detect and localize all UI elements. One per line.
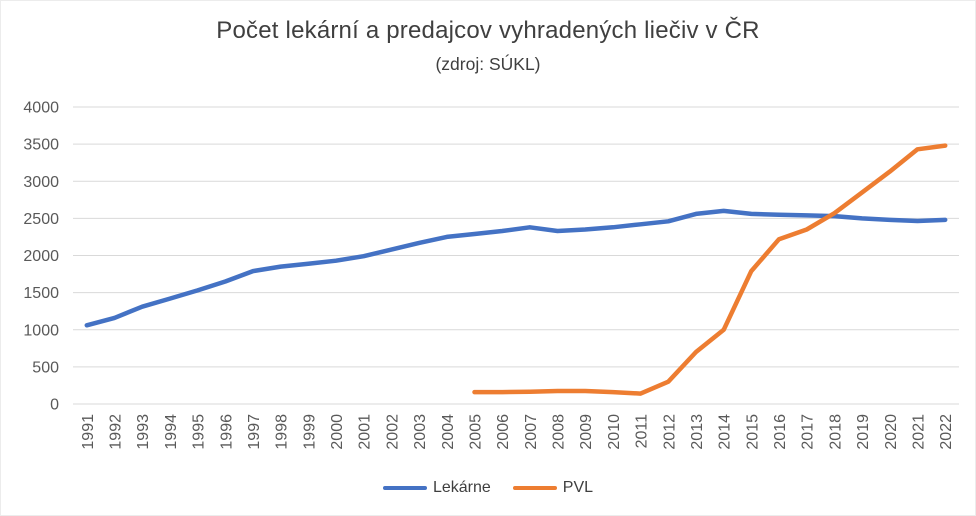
- x-tick-label: 1999: [301, 414, 318, 450]
- x-tick-label: 2008: [551, 414, 568, 450]
- legend-item-pvl: PVL: [512, 479, 594, 497]
- gridlines: [73, 106, 959, 405]
- x-tick-label: 2010: [606, 414, 623, 450]
- x-tick-label: 2022: [938, 414, 955, 450]
- x-tick-label: 1993: [135, 414, 152, 450]
- x-tick-label: 2003: [412, 414, 429, 450]
- y-tick-label: 4000: [23, 100, 59, 117]
- chart-legend: Lekárne PVL: [1, 479, 975, 497]
- y-tick-label: 1000: [23, 322, 59, 339]
- pvl-line-swatch: [512, 485, 557, 491]
- x-tick-label: 2006: [495, 414, 512, 450]
- x-tick-label: 1996: [218, 414, 235, 450]
- x-tick-label: 1995: [191, 414, 208, 450]
- y-tick-label: 0: [50, 397, 59, 414]
- y-tick-label: 3000: [23, 174, 59, 191]
- x-tick-label: 1998: [274, 414, 291, 450]
- x-tick-label: 1992: [108, 414, 125, 450]
- x-tick-label: 2015: [744, 414, 761, 450]
- x-tick-label: 2000: [329, 414, 346, 450]
- x-tick-label: 2013: [689, 414, 706, 450]
- x-tick-label: 2019: [855, 414, 872, 450]
- lekarne-series-line: [84, 208, 948, 328]
- x-tick-label: 2002: [384, 414, 401, 450]
- lekarne-legend-label: Lekárne: [432, 479, 491, 496]
- x-tick-label: 2017: [800, 414, 817, 450]
- x-tick-label: 2021: [910, 414, 927, 450]
- x-tick-label: 2005: [467, 414, 484, 450]
- x-tick-label: 2012: [661, 414, 678, 450]
- pvl-series-line: [472, 143, 948, 396]
- chart-title: Počet lekární a predajcov vyhradených li…: [216, 17, 760, 44]
- x-tick-label: 2020: [883, 414, 900, 450]
- y-tick-label: 500: [32, 359, 59, 376]
- y-tick-label: 2000: [23, 248, 59, 265]
- x-tick-label: 2014: [717, 414, 734, 450]
- y-tick-label: 1500: [23, 285, 59, 302]
- y-axis-tick-labels: 0 500 1000 1500 2000 2500 3000 3500 4000: [23, 100, 59, 414]
- x-tick-label: 2004: [440, 414, 457, 450]
- x-axis-tick-labels: 1991 1992 1993 1994 1995 1996 1997 1998 1999 2000…: [80, 414, 955, 450]
- x-tick-label: 1994: [163, 414, 180, 450]
- x-tick-label: 1991: [80, 414, 97, 450]
- y-tick-label: 2500: [23, 211, 59, 228]
- x-tick-label: 2011: [634, 414, 651, 449]
- x-tick-label: 2001: [357, 414, 374, 450]
- legend-item-lekarne: Lekárne: [382, 479, 491, 497]
- x-tick-label: 2016: [772, 414, 789, 450]
- chart-subtitle: (zdroj: SÚKL): [435, 54, 541, 74]
- pvl-legend-label: PVL: [562, 479, 594, 496]
- lekarne-line-swatch: [382, 485, 427, 491]
- y-tick-label: 3500: [23, 137, 59, 154]
- x-tick-label: 2007: [523, 414, 540, 450]
- x-tick-label: 2018: [827, 414, 844, 450]
- x-tick-label: 2009: [578, 414, 595, 450]
- x-tick-label: 1997: [246, 414, 263, 450]
